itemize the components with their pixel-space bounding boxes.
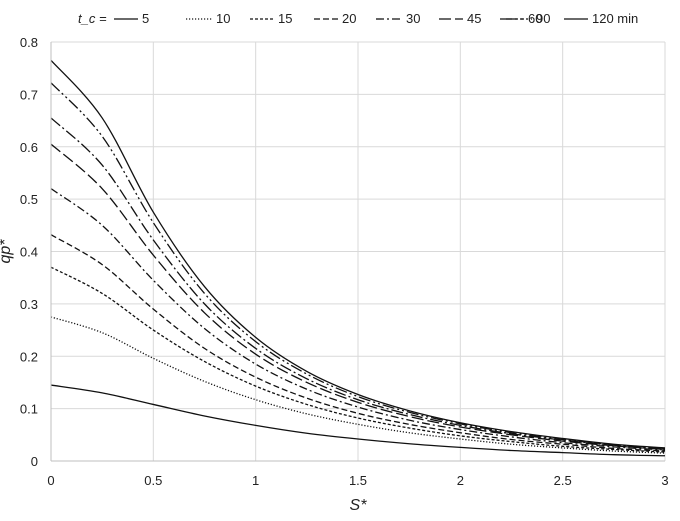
legend-title: t_c = xyxy=(78,11,107,26)
grid xyxy=(50,41,666,462)
legend-label-20: 20 xyxy=(342,11,356,26)
series-line-90 xyxy=(50,82,666,450)
legend-label-10: 10 xyxy=(216,11,230,26)
x-tick-label: 1 xyxy=(252,473,259,488)
x-tick-label: 1.5 xyxy=(349,473,367,488)
legend-label-90: 90 xyxy=(536,11,550,26)
series-line-120 xyxy=(50,59,666,449)
y-tick-label: 0.5 xyxy=(20,192,38,207)
y-tick-label: 0.7 xyxy=(20,87,38,102)
legend-label-45: 45 xyxy=(467,11,481,26)
legend-label-60: 60 xyxy=(528,11,542,26)
series-line-45 xyxy=(50,143,666,451)
legend-label-15: 15 xyxy=(278,11,292,26)
series-line-15 xyxy=(50,266,666,453)
legend-label-5: 5 xyxy=(142,11,149,26)
y-tick-label: 0.6 xyxy=(20,140,38,155)
series-line-60 xyxy=(50,117,666,450)
series-line-20 xyxy=(50,234,666,452)
x-tick-label: 2.5 xyxy=(554,473,572,488)
legend-label-30: 30 xyxy=(406,11,420,26)
x-tick-label: 0 xyxy=(47,473,54,488)
series-line-5 xyxy=(50,384,666,457)
x-axis-title: S* xyxy=(350,497,368,514)
y-tick-label: 0.3 xyxy=(20,297,38,312)
x-tick-label: 2 xyxy=(457,473,464,488)
y-tick-label: 0 xyxy=(31,454,38,469)
axes: 0 0.5 1 1.5 2 2.5 3 0 0.1 0.2 0.3 0.4 0.5 0.6 0.7 0.8 xyxy=(20,35,669,488)
y-tick-label: 0.1 xyxy=(20,402,38,417)
y-tick-label: 0.4 xyxy=(20,245,38,260)
y-tick-label: 0.8 xyxy=(20,35,38,50)
x-tick-label: 0.5 xyxy=(144,473,162,488)
legend-label-120: 120 min xyxy=(592,11,638,26)
series-lines xyxy=(50,59,666,457)
y-tick-label: 0.2 xyxy=(20,349,38,364)
y-axis-title: qp* xyxy=(0,239,14,264)
x-tick-label: 3 xyxy=(661,473,668,488)
